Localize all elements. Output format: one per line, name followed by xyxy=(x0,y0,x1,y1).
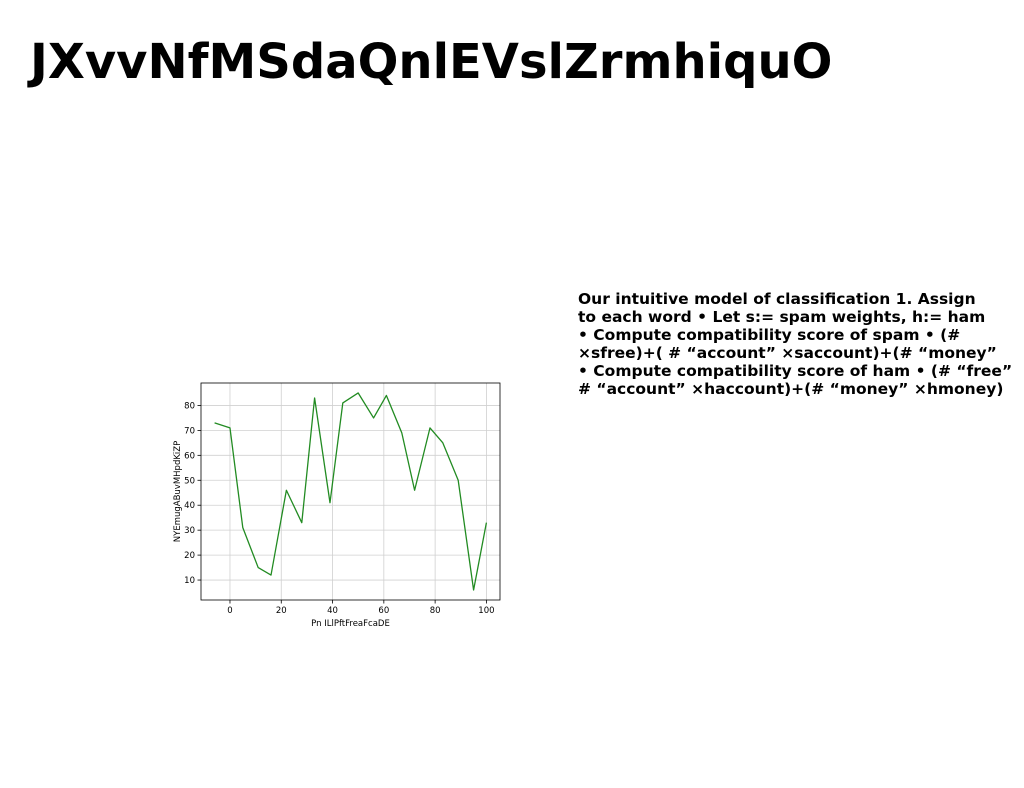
y-tick-label: 50 xyxy=(184,476,195,486)
y-tick-label: 20 xyxy=(184,551,195,561)
x-axis-label: Pn ILlPftFreaFcaDE xyxy=(311,619,390,629)
chart-series xyxy=(214,392,488,591)
slide-text-block: Our intuitive model of classification 1.… xyxy=(578,290,1024,398)
x-tick-label: 40 xyxy=(327,606,338,616)
text-line: to each word • Let s:= spam weights, h:=… xyxy=(578,308,986,326)
y-tick-label: 60 xyxy=(184,451,195,461)
y-tick-label: 40 xyxy=(184,501,195,511)
text-line: Our intuitive model of classification 1.… xyxy=(578,290,976,308)
y-axis-label: NYEmugABuvMHpdKiZP xyxy=(173,441,183,542)
plot-frame xyxy=(200,382,501,601)
y-tick-label: 70 xyxy=(184,426,195,436)
text-line: ×sfree)+( # “account” ×saccount)+(# “mon… xyxy=(578,344,997,362)
y-tick-label: 10 xyxy=(184,576,195,586)
x-tick-label: 80 xyxy=(430,606,441,616)
series-line xyxy=(214,392,488,591)
x-tick-label: 100 xyxy=(478,606,494,616)
x-tick-label: 20 xyxy=(276,606,287,616)
x-tick-label: 60 xyxy=(378,606,389,616)
chart-ticks: 0 20 40 60 80 100 10 20 30 40 50 60 70 80 xyxy=(184,401,494,616)
text-line: • Compute compatibility score of spam • … xyxy=(578,326,961,344)
x-tick-label: 0 xyxy=(227,606,232,616)
text-line: • Compute compatibility score of ham • (… xyxy=(578,362,1013,380)
y-tick-label: 80 xyxy=(184,401,195,411)
chart-grid xyxy=(201,383,500,600)
line-chart: 0 20 40 60 80 100 10 20 30 40 50 60 70 80 Pn ILlPftFr… xyxy=(168,376,508,632)
page-title: JXvvNfMSdaQnlEVslZrmhiquO xyxy=(30,34,833,90)
chart-svg: 0 20 40 60 80 100 10 20 30 40 50 60 70 80 Pn ILlPftFr… xyxy=(173,382,501,629)
text-line: # “account” ×haccount)+(# “money” ×hmone… xyxy=(578,380,1004,398)
y-tick-label: 30 xyxy=(184,526,195,536)
